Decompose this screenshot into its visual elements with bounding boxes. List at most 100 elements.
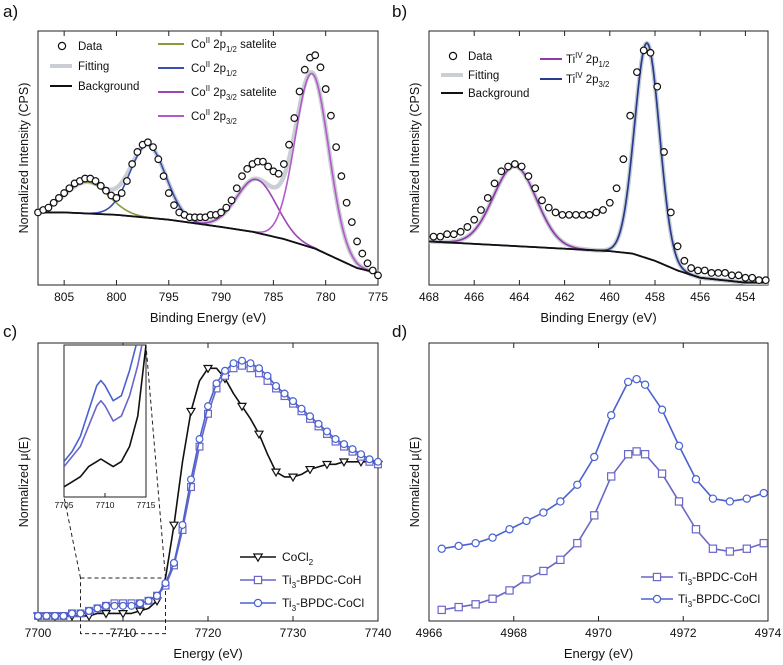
data-point [170, 558, 179, 567]
data-point [653, 82, 662, 91]
data-point [759, 488, 768, 498]
panel-a-xtick-label: 800 [106, 290, 126, 304]
data-point [143, 138, 152, 147]
data-point [44, 203, 53, 212]
inset-line [64, 345, 146, 488]
data-point [531, 184, 540, 193]
legend-label-part: 3/2 [599, 80, 610, 89]
data-point [178, 520, 187, 529]
legend-label-part: Ti [678, 570, 688, 584]
data-point [263, 371, 272, 380]
panel-a-xtick-label: 785 [263, 290, 283, 304]
panel-b-panel-label: b) [392, 2, 407, 21]
data-point [353, 237, 361, 246]
data-point [204, 409, 213, 418]
data-point [707, 269, 716, 277]
panel-d-xlabel: Energy (eV) [564, 646, 633, 661]
legend-label-part: Data [468, 51, 493, 63]
data-point [134, 607, 146, 617]
data-point [187, 475, 196, 484]
data-point [632, 447, 641, 456]
legend-label-part: Ti [566, 54, 575, 66]
data-point [42, 611, 51, 620]
data-point [127, 601, 136, 610]
data-point [161, 579, 170, 588]
legend-label: CoII 2p1/2 [191, 60, 237, 78]
legend-label: Fitting [468, 70, 499, 82]
legend-label-part: II [206, 60, 210, 69]
inset: 7705 7710 7715 [55, 344, 156, 510]
component-line [38, 178, 379, 274]
data-point [612, 184, 621, 193]
data-point [238, 356, 247, 365]
panel-c-xtick-label: 7720 [195, 626, 222, 640]
data-point [289, 397, 298, 406]
data-point [164, 189, 173, 197]
panel-b-frame [428, 30, 769, 286]
legend-label-part: Co [191, 111, 206, 123]
data-point [599, 206, 607, 214]
data-point [592, 208, 601, 217]
data-point [323, 427, 332, 436]
data-point [221, 366, 230, 375]
data-point [687, 264, 696, 272]
data-point [365, 455, 374, 464]
legend-label-part: Ti [678, 592, 688, 606]
panel-c-xtick-label: 7730 [280, 626, 307, 640]
data-point [742, 544, 752, 553]
data-point [488, 533, 497, 542]
legend-label-part: 3 [292, 581, 297, 590]
data-point [314, 419, 323, 428]
legend-label: CoII 2p3/2 satelite [191, 84, 277, 102]
data-point [734, 271, 743, 280]
panel-b-xlabel: Binding Energy (eV) [540, 310, 656, 325]
panel-a-xtick-label: 795 [159, 290, 179, 304]
data-point [470, 215, 479, 224]
data-point [626, 111, 635, 120]
data-point [691, 475, 701, 484]
panel-d-panel-label: d) [392, 322, 407, 341]
data-point [539, 508, 548, 517]
data-point [504, 162, 513, 171]
data-point [33, 611, 42, 620]
data-point [280, 389, 289, 398]
data-point [755, 276, 763, 285]
data-point [222, 203, 231, 212]
data-point [680, 256, 689, 265]
data-point [246, 359, 255, 368]
data-point [100, 610, 112, 619]
data-point [295, 87, 304, 96]
data-point [374, 271, 382, 280]
panel-c-xtick-label: 7700 [25, 626, 52, 640]
legend-label: CoCl2 [282, 550, 314, 567]
data-point [96, 181, 105, 190]
legend-label-part: II [206, 108, 210, 117]
data-point [227, 196, 236, 205]
series-line [441, 378, 765, 550]
data-point [117, 610, 129, 619]
data-point [488, 594, 497, 603]
panel-d-xtick-label: 4966 [416, 626, 443, 640]
data-point [253, 430, 265, 440]
data-point [84, 606, 93, 615]
data-point [316, 63, 325, 72]
data-point [264, 162, 273, 171]
data-point [585, 210, 594, 219]
data-point [524, 172, 533, 181]
data-point [118, 601, 127, 610]
data-point [117, 189, 126, 197]
panel-d-xtick-label: 4974 [755, 626, 782, 640]
data-point [646, 48, 655, 57]
data-point [327, 111, 335, 120]
legend-marker [652, 594, 662, 604]
legend-label-part: satelite [237, 39, 277, 51]
legend-label-part: CoCl [282, 550, 309, 564]
data-point [285, 140, 293, 149]
data-point [202, 364, 214, 374]
data-point [229, 359, 238, 368]
legend-label: Data [468, 51, 493, 63]
legend-label-part: -BPDC-CoH [296, 573, 361, 587]
data-point [565, 210, 574, 219]
legend-label-part: 3 [292, 604, 297, 613]
